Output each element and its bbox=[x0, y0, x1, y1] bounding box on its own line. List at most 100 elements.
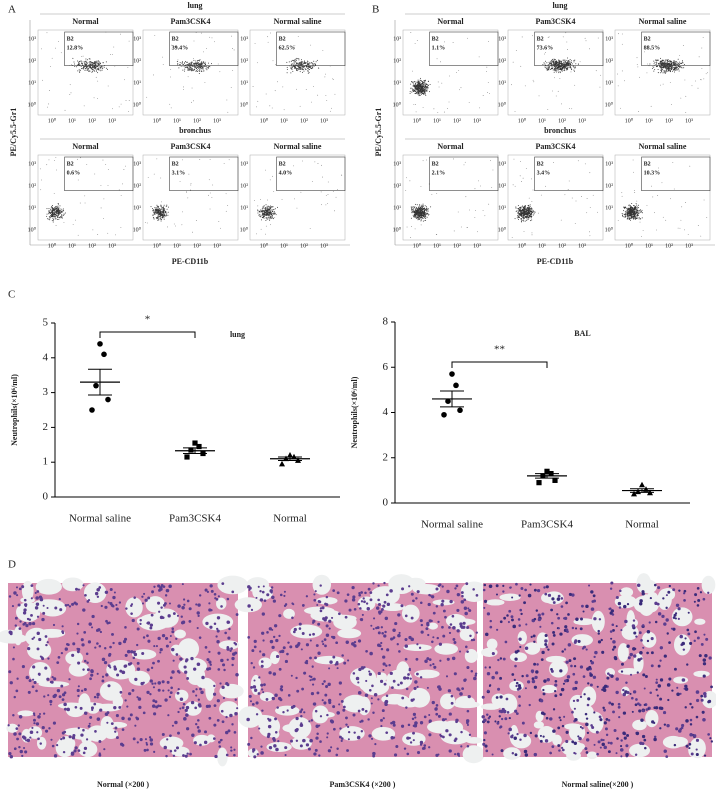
event-dot bbox=[175, 46, 177, 48]
event-dot bbox=[75, 219, 76, 221]
event-dot bbox=[678, 68, 680, 70]
event-dot bbox=[337, 189, 338, 190]
event-dot bbox=[270, 209, 272, 211]
event-dot bbox=[70, 92, 72, 94]
event-dot bbox=[420, 85, 422, 87]
event-dot bbox=[76, 158, 78, 160]
event-dot bbox=[573, 66, 575, 68]
nucleus bbox=[106, 721, 109, 724]
nucleus bbox=[149, 742, 154, 746]
event-dot bbox=[107, 168, 109, 170]
event-dot bbox=[657, 69, 659, 71]
event-dot bbox=[423, 84, 425, 86]
event-dot bbox=[296, 67, 298, 69]
event-dot bbox=[515, 50, 517, 51]
event-dot bbox=[333, 79, 335, 81]
event-dot bbox=[159, 214, 161, 216]
event-dot bbox=[413, 81, 415, 83]
event-dot bbox=[291, 59, 293, 61]
event-dot bbox=[187, 76, 189, 78]
event-dot bbox=[122, 183, 124, 185]
event-dot bbox=[412, 208, 414, 210]
y-tick-label: 10³ bbox=[133, 161, 141, 167]
event-dot bbox=[681, 67, 683, 69]
event-dot bbox=[679, 227, 681, 229]
nucleus bbox=[91, 626, 94, 629]
event-dot bbox=[669, 60, 671, 62]
event-dot bbox=[655, 64, 657, 66]
event-dot bbox=[423, 207, 425, 209]
event-dot bbox=[419, 77, 421, 79]
event-dot bbox=[291, 68, 293, 70]
event-dot bbox=[58, 207, 60, 209]
nucleus bbox=[35, 722, 40, 726]
event-dot bbox=[86, 68, 88, 70]
nucleus bbox=[53, 677, 57, 681]
event-dot bbox=[413, 215, 415, 217]
event-dot bbox=[260, 209, 262, 211]
event-dot bbox=[150, 206, 152, 208]
nucleus bbox=[47, 694, 50, 697]
event-dot bbox=[413, 214, 415, 216]
event-dot bbox=[165, 215, 167, 217]
gate bbox=[64, 31, 134, 67]
event-dot bbox=[268, 210, 270, 212]
event-dot bbox=[656, 229, 657, 231]
nucleus bbox=[125, 607, 128, 610]
event-dot bbox=[182, 63, 184, 65]
nucleus bbox=[204, 730, 207, 734]
event-dot bbox=[58, 213, 60, 215]
event-dot bbox=[621, 213, 623, 214]
nucleus bbox=[163, 602, 167, 605]
event-dot bbox=[554, 64, 556, 66]
event-dot bbox=[621, 43, 623, 45]
nucleus bbox=[41, 725, 45, 730]
event-dot bbox=[419, 215, 421, 217]
data-point bbox=[441, 411, 447, 418]
event-dot bbox=[419, 216, 421, 218]
event-dot bbox=[416, 91, 418, 93]
row-label: lung bbox=[187, 1, 202, 10]
nucleus bbox=[107, 601, 110, 604]
event-dot bbox=[196, 62, 198, 64]
event-dot bbox=[64, 109, 66, 111]
event-dot bbox=[632, 159, 634, 161]
event-dot bbox=[639, 221, 641, 223]
event-dot bbox=[418, 81, 420, 83]
event-dot bbox=[80, 157, 81, 159]
x-tick-label: 10⁰ bbox=[518, 242, 527, 249]
event-dot bbox=[317, 163, 319, 164]
nucleus bbox=[66, 603, 70, 607]
event-dot bbox=[422, 212, 424, 214]
event-dot bbox=[662, 60, 664, 62]
event-dot bbox=[420, 210, 422, 212]
event-dot bbox=[664, 60, 666, 62]
event-dot bbox=[227, 205, 229, 206]
event-dot bbox=[557, 90, 559, 92]
event-dot bbox=[560, 70, 562, 72]
event-dot bbox=[413, 89, 415, 91]
gate-percent: 3.1% bbox=[172, 170, 186, 176]
event-dot bbox=[83, 61, 85, 63]
event-dot bbox=[575, 63, 577, 65]
event-dot bbox=[190, 68, 192, 70]
nucleus bbox=[147, 596, 151, 600]
nucleus bbox=[139, 738, 143, 742]
event-dot bbox=[153, 74, 154, 76]
event-dot bbox=[623, 206, 625, 208]
x-tick-label: 10³ bbox=[578, 118, 586, 124]
event-dot bbox=[100, 66, 102, 68]
nucleus bbox=[232, 652, 236, 656]
event-dot bbox=[418, 90, 420, 92]
event-dot bbox=[61, 216, 63, 218]
event-dot bbox=[417, 86, 419, 88]
event-dot bbox=[419, 90, 421, 92]
event-dot bbox=[196, 61, 198, 63]
event-dot bbox=[546, 68, 548, 70]
event-dot bbox=[54, 206, 56, 208]
event-dot bbox=[415, 215, 417, 217]
nucleus bbox=[210, 589, 214, 593]
event-dot bbox=[556, 69, 558, 71]
event-dot bbox=[663, 64, 665, 66]
event-dot bbox=[163, 210, 165, 212]
